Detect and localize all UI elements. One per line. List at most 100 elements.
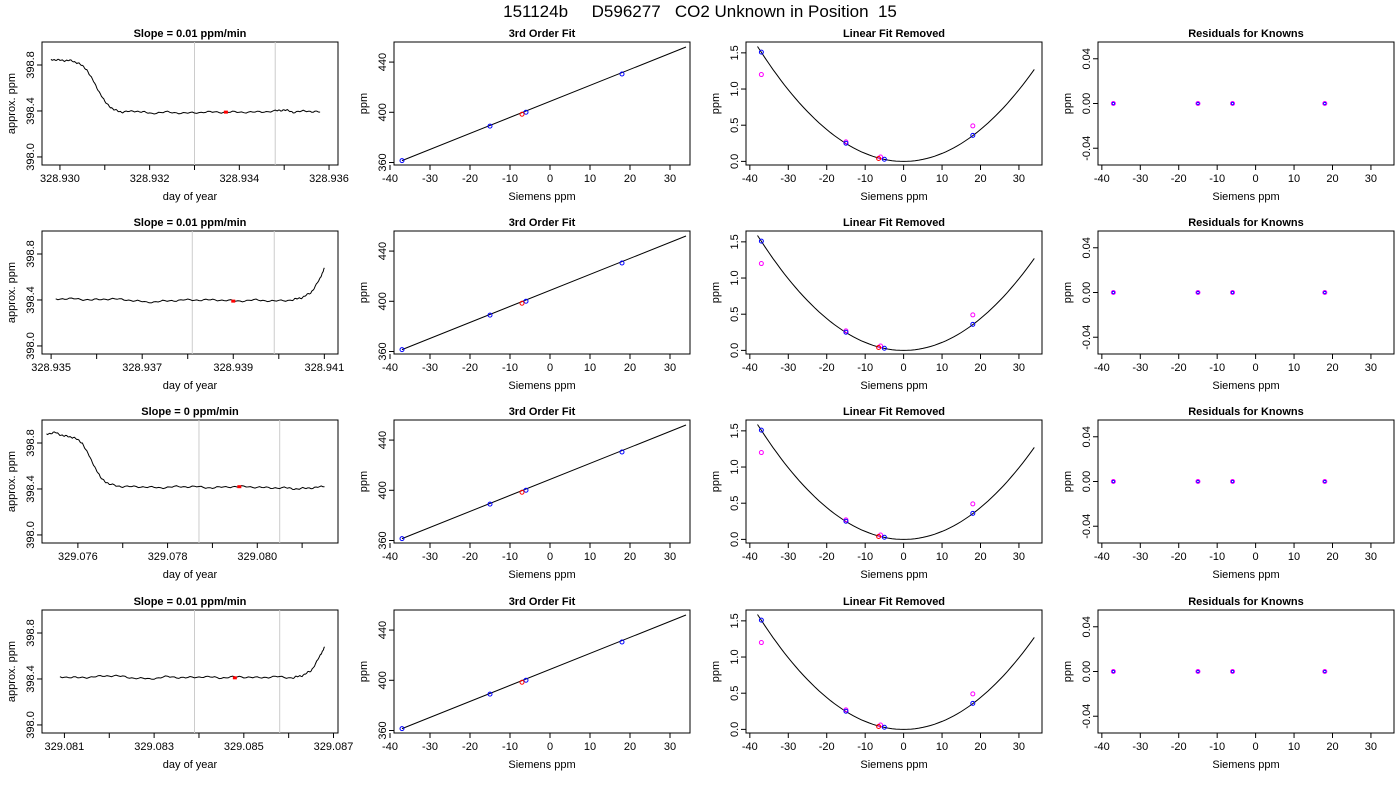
data-area — [59, 646, 325, 680]
x-tick-label: -10 — [857, 741, 873, 753]
x-tick-label: -10 — [502, 551, 518, 563]
x-tick-label: 10 — [1288, 362, 1300, 374]
plot-frame — [1097, 230, 1395, 355]
x-tick-label: 329.078 — [148, 551, 188, 563]
panel-title: 3rd Order Fit — [509, 28, 576, 40]
y-tick-label: 398.0 — [25, 143, 37, 171]
x-tick-label: 30 — [1013, 362, 1025, 374]
panel-title: Residuals for Knowns — [1188, 28, 1304, 40]
x-tick-label: 10 — [936, 362, 948, 374]
y-axis-label: approx. ppm — [6, 73, 18, 134]
x-tick-label: -20 — [1171, 173, 1187, 185]
y-tick-label: 0.04 — [1081, 237, 1093, 258]
residual-point — [1230, 101, 1235, 106]
y-tick-label: 440 — [377, 242, 389, 260]
x-tick-label: -10 — [857, 173, 873, 185]
x-axis-label: Siemens ppm — [860, 569, 927, 581]
blue-point — [758, 427, 764, 433]
residual-point-outer — [1230, 101, 1236, 106]
panel-title: Residuals for Knowns — [1188, 406, 1304, 418]
x-tick-label: -20 — [819, 551, 835, 563]
data-area — [757, 614, 1035, 730]
plot-frame — [745, 419, 1043, 544]
x-tick-label: -10 — [1209, 173, 1225, 185]
unknown-point — [876, 344, 882, 350]
known-point — [523, 677, 529, 683]
x-tick-label: 20 — [974, 551, 986, 563]
known-point — [523, 109, 529, 115]
y-tick-label: 398.8 — [25, 240, 37, 268]
known-point — [523, 487, 529, 493]
x-axis-label: day of year — [163, 759, 218, 771]
x-tick-label: 20 — [974, 741, 986, 753]
x-axis-label: Siemens ppm — [860, 759, 927, 771]
x-tick-label: 0 — [1253, 741, 1259, 753]
known-point — [399, 536, 405, 542]
plot-frame — [745, 41, 1043, 166]
y-axis-label: ppm — [1062, 471, 1074, 492]
panel-1-3: Residuals for Knowns Siemens ppm ppm -40 -30… — [1062, 217, 1395, 392]
data-area — [50, 58, 321, 115]
highlight-segment — [232, 676, 237, 680]
blue-point — [758, 617, 764, 623]
y-axis-label: ppm — [1062, 661, 1074, 682]
x-tick-label: -30 — [1132, 173, 1148, 185]
x-tick-label: 10 — [936, 741, 948, 753]
x-tick-label: -40 — [382, 173, 398, 185]
y-tick-label: 1.0 — [729, 81, 741, 96]
magenta-point — [758, 640, 764, 646]
x-tick-label: -10 — [502, 741, 518, 753]
x-tick-label: -10 — [502, 173, 518, 185]
panel-1-2: Linear Fit Removed Siemens ppm ppm -40 -30 -2… — [710, 217, 1043, 392]
x-tick-label: -20 — [462, 551, 478, 563]
known-point — [399, 726, 405, 732]
magenta-point — [970, 123, 976, 129]
data-area — [757, 424, 1035, 540]
panel-3-2: Linear Fit Removed Siemens ppm ppm -40 -30 -2… — [710, 596, 1043, 771]
residual-point-outer — [1230, 290, 1236, 295]
x-tick-label: -20 — [819, 173, 835, 185]
x-axis-label: Siemens ppm — [508, 380, 575, 392]
x-tick-label: 30 — [1013, 741, 1025, 753]
x-axis-label: day of year — [163, 380, 218, 392]
plot-frame — [1097, 609, 1395, 734]
known-point — [523, 298, 529, 304]
series-line — [55, 267, 325, 304]
y-axis-label: approx. ppm — [6, 451, 18, 512]
plot-frame — [393, 419, 691, 544]
x-tick-label: -20 — [1171, 741, 1187, 753]
plot-frame — [41, 419, 339, 544]
y-tick-label: 1.0 — [729, 270, 741, 285]
residual-point-outer — [1230, 479, 1236, 484]
x-tick-label: 20 — [1326, 741, 1338, 753]
x-tick-label: -10 — [1209, 551, 1225, 563]
x-tick-label: 328.932 — [130, 173, 170, 185]
magenta-point — [970, 501, 976, 507]
x-tick-label: 329.076 — [58, 551, 98, 563]
x-tick-label: 10 — [584, 551, 596, 563]
x-axis-label: Siemens ppm — [1212, 759, 1279, 771]
x-tick-label: -10 — [1209, 741, 1225, 753]
residual-point-outer — [1322, 669, 1328, 674]
panel-title: Linear Fit Removed — [843, 406, 945, 418]
y-tick-label: 1.0 — [729, 459, 741, 474]
x-tick-label: 30 — [664, 173, 676, 185]
x-tick-label: 20 — [1326, 551, 1338, 563]
plot-frame — [41, 41, 339, 166]
panel-2-0: Slope = 0 ppm/min day of year approx. ppm 3… — [6, 406, 339, 581]
fit-line — [401, 614, 687, 730]
panel-1-0: Slope = 0.01 ppm/min day of year approx. p… — [6, 217, 344, 392]
blue-point — [758, 49, 764, 55]
blue-point — [881, 156, 887, 162]
panel-title: Slope = 0.01 ppm/min — [134, 28, 247, 40]
x-tick-label: 328.930 — [40, 173, 80, 185]
residual-point — [1196, 290, 1200, 295]
residual-point — [1196, 669, 1200, 674]
residual-point-outer — [1322, 479, 1328, 484]
x-tick-label: 30 — [1365, 551, 1377, 563]
known-point — [487, 691, 493, 697]
y-axis-label: ppm — [710, 661, 722, 682]
y-tick-label: 0.5 — [729, 686, 741, 701]
fit-curve — [757, 614, 1035, 730]
residual-point-outer — [1110, 101, 1116, 106]
